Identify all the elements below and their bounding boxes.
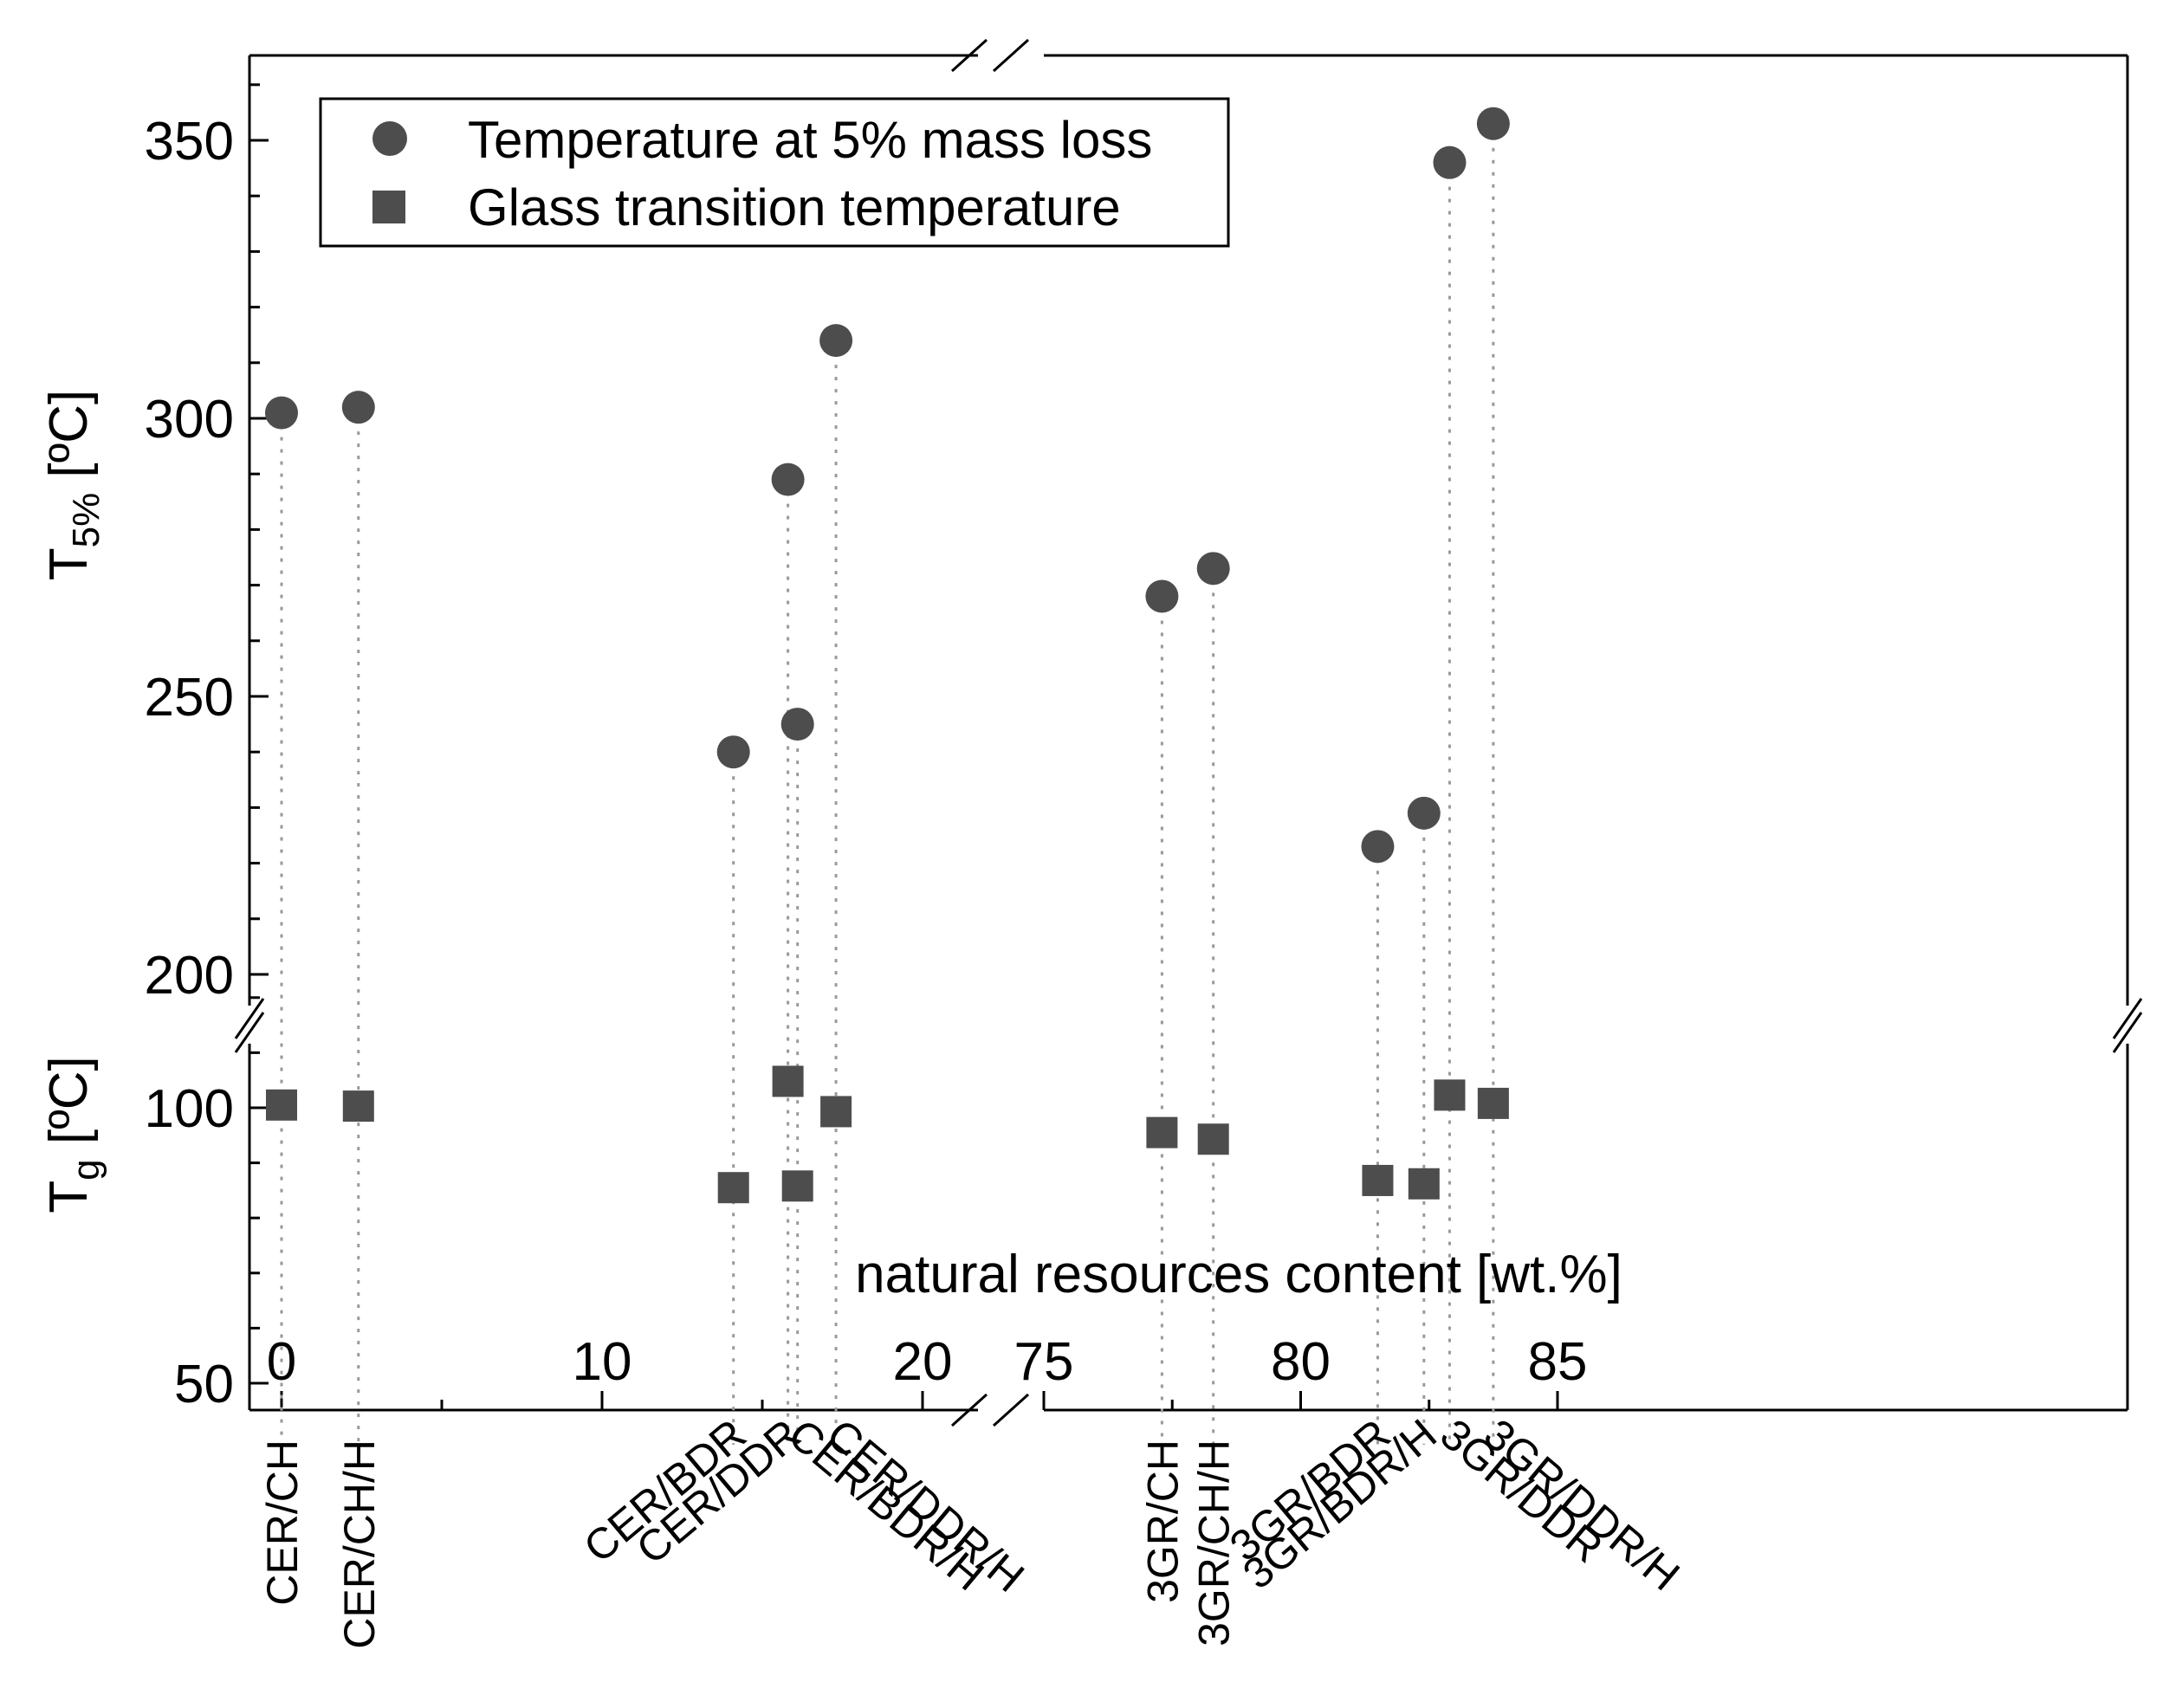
- point-tg: [781, 1170, 813, 1202]
- plot-frame: [234, 38, 2143, 1427]
- y-tick-label-upper: 200: [145, 946, 234, 1006]
- legend: Temperature at 5% mass loss Glass transi…: [319, 97, 1230, 248]
- x-tick-label: 75: [1014, 1332, 1074, 1392]
- x-break-bottom-a: [950, 1393, 988, 1427]
- legend-square-marker: [372, 191, 405, 223]
- point-t5: [1476, 107, 1510, 140]
- point-tg: [1434, 1079, 1466, 1111]
- sample-label: CER/CH: [258, 1440, 307, 1606]
- legend-label-t5: Temperature at 5% mass loss: [468, 111, 1152, 169]
- x-tick-label: 20: [893, 1332, 953, 1392]
- sample-labels: CER/CH CER/CH/H CER/BDRCER/DDRCER/BDR/HCER…: [258, 1410, 1688, 1649]
- sample-label: 3GR/CH: [1138, 1440, 1187, 1603]
- x-axis-title: natural resources content [wt.%]: [855, 1245, 1622, 1304]
- legend-label-tg: Glass transition temperature: [468, 178, 1121, 236]
- point-tg: [1197, 1123, 1229, 1155]
- point-t5: [1361, 830, 1395, 864]
- point-t5: [1407, 796, 1441, 830]
- x-break-top-b: [992, 38, 1030, 73]
- sample-label: CER/CH/H: [335, 1440, 384, 1649]
- point-tg: [820, 1096, 852, 1128]
- y-tick-label-upper: 250: [145, 668, 234, 728]
- sample-label: 3GR/CH/H: [1190, 1440, 1239, 1647]
- point-tg: [772, 1065, 804, 1097]
- y-break-left-b: [234, 1012, 265, 1053]
- x-tick-label: 80: [1271, 1332, 1331, 1392]
- y-break-right-b: [2112, 1012, 2143, 1053]
- y-axis-title-upper: T5% [ºC]: [39, 390, 107, 581]
- point-tg: [342, 1090, 374, 1122]
- point-tg: [1146, 1116, 1178, 1148]
- point-t5: [265, 396, 298, 430]
- point-t5: [716, 735, 750, 769]
- drop-lines: [280, 123, 1495, 1445]
- y-tick-label-upper: 300: [145, 390, 234, 450]
- y-tick-label-upper: 350: [145, 112, 234, 171]
- x-break-top-a: [950, 38, 988, 73]
- y-break-right-a: [2112, 998, 2143, 1039]
- y-axis-lower: 50 100: [145, 996, 269, 1414]
- x-axis: 0 10 20 75 80 85: [267, 1332, 1588, 1410]
- legend-box: [319, 97, 1230, 248]
- point-t5: [780, 708, 814, 741]
- x-break-bottom-b: [992, 1393, 1030, 1427]
- point-tg: [266, 1089, 297, 1121]
- x-tick-label: 10: [573, 1332, 632, 1392]
- y-break-left-a: [234, 998, 265, 1039]
- point-t5: [819, 324, 853, 358]
- y-axis-title-lower: Tg [ºC]: [39, 1056, 107, 1213]
- point-tg: [717, 1172, 749, 1204]
- y-tick-label-lower: 50: [174, 1355, 234, 1414]
- point-t5: [341, 391, 375, 424]
- point-tg: [1408, 1168, 1440, 1200]
- point-t5: [1433, 146, 1467, 179]
- y-axis-upper: 200 250 300 350: [145, 83, 269, 1006]
- legend-circle-marker: [372, 121, 407, 156]
- point-t5: [771, 463, 805, 496]
- x-tick-label: 85: [1528, 1332, 1588, 1392]
- point-t5: [1196, 552, 1230, 586]
- data-marks: [265, 107, 1510, 1204]
- y-tick-label-lower: 100: [145, 1079, 234, 1139]
- point-t5: [1145, 579, 1179, 613]
- point-tg: [1477, 1087, 1509, 1119]
- point-tg: [1362, 1164, 1394, 1196]
